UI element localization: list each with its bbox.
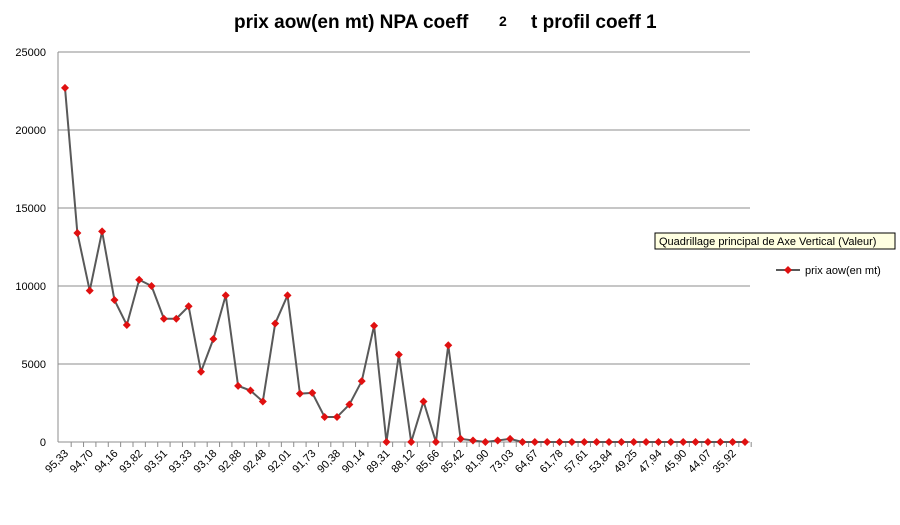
data-point <box>555 438 564 446</box>
data-point <box>147 282 156 290</box>
data-point <box>703 438 712 446</box>
x-tick-label: 47,94 <box>637 448 665 476</box>
data-point <box>234 381 243 390</box>
x-tick-label: 81,90 <box>464 448 492 476</box>
title-overlay: 2 <box>499 13 507 29</box>
x-tick-label: 94,16 <box>93 448 121 476</box>
x-tick-label: 61,78 <box>538 448 566 476</box>
data-point <box>98 227 107 236</box>
y-tick-label: 25000 <box>15 47 46 59</box>
y-tick-label: 15000 <box>15 203 46 215</box>
x-tick-label: 44,07 <box>686 448 714 476</box>
data-point <box>666 438 675 446</box>
data-point <box>333 413 341 422</box>
data-point <box>543 438 552 446</box>
x-tick-label: 89,31 <box>365 448 393 476</box>
x-tick-label: 85,42 <box>439 448 467 476</box>
x-tick-label: 57,61 <box>562 448 590 476</box>
data-point <box>580 438 589 446</box>
legend-marker <box>784 266 792 274</box>
data-point <box>73 228 82 237</box>
data-point <box>209 335 218 344</box>
data-point <box>271 319 280 328</box>
data-point <box>617 438 626 446</box>
data-point <box>382 438 391 446</box>
data-point <box>592 438 601 446</box>
y-tick-label: 10000 <box>15 281 46 293</box>
data-point <box>407 438 416 446</box>
x-tick-label: 92,01 <box>266 448 294 476</box>
y-tick-label: 5000 <box>22 359 46 371</box>
data-point <box>283 291 292 300</box>
data-point <box>605 438 613 446</box>
data-point <box>246 386 255 395</box>
x-tick-label: 93,33 <box>167 448 195 476</box>
data-point <box>530 438 539 446</box>
data-point <box>444 341 453 350</box>
data-point <box>456 434 465 443</box>
data-point <box>493 436 502 445</box>
x-tick-label: 90,14 <box>340 448 368 476</box>
data-point <box>728 438 737 446</box>
data-point <box>357 377 366 386</box>
y-tick-label: 20000 <box>15 125 46 137</box>
data-point <box>469 436 477 445</box>
data-point <box>258 397 267 406</box>
x-tick-label: 85,66 <box>414 448 442 476</box>
x-tick-label: 92,48 <box>241 448 269 476</box>
tooltip-box <box>654 232 896 250</box>
data-point <box>629 438 638 446</box>
data-point <box>567 438 576 446</box>
y-tick-label: 0 <box>40 437 46 449</box>
data-point <box>308 388 317 397</box>
chart-title: prix aow(en mt) NPA coeff <box>234 12 469 33</box>
x-tick-label: 35,92 <box>711 448 739 476</box>
data-point <box>716 438 725 446</box>
x-tick-label: 88,12 <box>389 448 417 476</box>
x-tick-label: 45,90 <box>661 448 689 476</box>
data-point <box>691 438 700 446</box>
data-point <box>741 438 749 446</box>
data-point <box>61 83 69 92</box>
data-point <box>85 286 94 295</box>
data-point <box>135 275 144 284</box>
data-point <box>172 314 181 323</box>
series-line <box>64 87 745 444</box>
x-tick-label: 49,25 <box>612 448 640 476</box>
data-point <box>642 438 651 446</box>
x-tick-label: 73,03 <box>488 448 516 476</box>
data-point <box>431 438 440 446</box>
data-point <box>679 438 688 446</box>
data-point <box>159 314 168 323</box>
data-point <box>197 367 205 376</box>
data-point <box>122 321 131 329</box>
data-point <box>221 291 230 300</box>
data-point <box>419 397 428 406</box>
data-point <box>345 400 354 409</box>
x-tick-label: 90,38 <box>315 448 343 476</box>
data-point <box>370 321 379 330</box>
data-point <box>518 438 527 446</box>
x-tick-label: 92,88 <box>216 448 244 476</box>
x-tick-label: 93,51 <box>142 448 170 476</box>
data-point <box>110 296 119 305</box>
x-tick-label: 53,84 <box>587 448 615 476</box>
data-point <box>184 302 193 311</box>
tooltip-text: Quadrillage principal de Axe Vertical (V… <box>659 236 876 248</box>
data-point <box>654 438 663 446</box>
x-tick-label: 94,70 <box>68 448 96 476</box>
x-tick-label: 95,33 <box>43 448 71 476</box>
x-tick-label: 93,18 <box>192 448 220 476</box>
x-tick-label: 64,67 <box>513 448 541 476</box>
data-point <box>481 438 490 446</box>
legend-label: prix aow(en mt) <box>805 265 881 277</box>
x-tick-label: 93,82 <box>117 448 145 476</box>
data-point <box>320 413 329 422</box>
chart-title-end: t profil coeff 1 <box>531 12 657 33</box>
x-tick-label: 91,73 <box>290 448 318 476</box>
data-point <box>295 389 304 398</box>
data-point <box>506 434 515 443</box>
data-point <box>394 350 403 359</box>
